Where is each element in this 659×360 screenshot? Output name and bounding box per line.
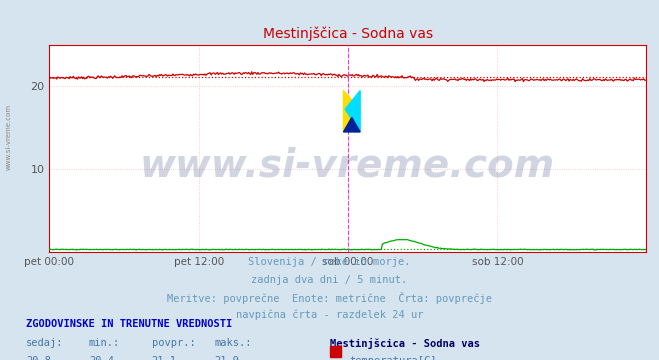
Text: ZGODOVINSKE IN TRENUTNE VREDNOSTI: ZGODOVINSKE IN TRENUTNE VREDNOSTI: [26, 319, 233, 329]
Polygon shape: [343, 117, 360, 132]
Text: Slovenija / reke in morje.: Slovenija / reke in morje.: [248, 257, 411, 267]
Text: Mestinjšcica - Sodna vas: Mestinjšcica - Sodna vas: [330, 338, 480, 350]
Text: www.si-vreme.com: www.si-vreme.com: [5, 104, 11, 170]
Title: Mestinjščica - Sodna vas: Mestinjščica - Sodna vas: [262, 27, 433, 41]
Text: 20,8: 20,8: [26, 356, 51, 360]
Polygon shape: [343, 90, 360, 132]
Text: maks.:: maks.:: [214, 338, 252, 348]
Text: 20,4: 20,4: [89, 356, 114, 360]
Text: zadnja dva dni / 5 minut.: zadnja dva dni / 5 minut.: [251, 275, 408, 285]
Text: 21,9: 21,9: [214, 356, 239, 360]
Text: 21,1: 21,1: [152, 356, 177, 360]
Text: navpična črta - razdelek 24 ur: navpična črta - razdelek 24 ur: [236, 309, 423, 320]
Text: Meritve: povprečne  Enote: metrične  Črta: povprečje: Meritve: povprečne Enote: metrične Črta:…: [167, 292, 492, 304]
Text: min.:: min.:: [89, 338, 120, 348]
Text: temperatura[C]: temperatura[C]: [349, 356, 437, 360]
Text: sedaj:: sedaj:: [26, 338, 64, 348]
Text: www.si-vreme.com: www.si-vreme.com: [140, 146, 556, 184]
Text: povpr.:: povpr.:: [152, 338, 195, 348]
Polygon shape: [345, 90, 360, 132]
